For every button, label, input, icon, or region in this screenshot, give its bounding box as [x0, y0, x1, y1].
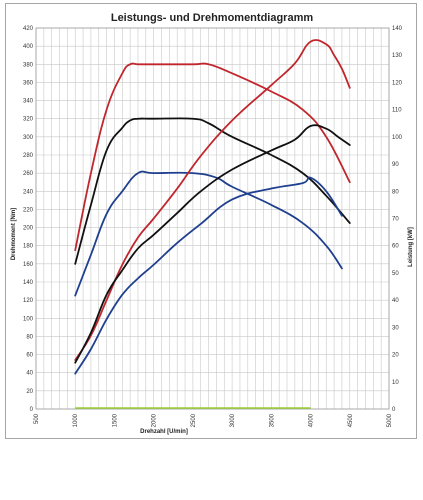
y2-tick-label: 50	[392, 271, 399, 277]
y-tick-label: 200	[23, 226, 34, 232]
chart-frame: Leistungs- und Drehmomentdiagramm 500 100…	[5, 3, 417, 439]
y-tick-label: 340	[23, 99, 34, 105]
y2-tick-label: 110	[392, 108, 402, 114]
y-tick-label: 260	[23, 171, 34, 177]
x-tick-label: 2000	[152, 413, 158, 427]
chart-svg: Leistungs- und Drehmomentdiagramm 500 100…	[11, 12, 414, 435]
y-tick-label: 180	[23, 244, 34, 250]
y2-tick-label: 80	[392, 189, 399, 195]
y-tick-label: 100	[23, 316, 34, 322]
series-line-power-red	[74, 39, 351, 361]
series-line-torque-blue	[74, 170, 343, 297]
series-line-torque-black	[74, 117, 351, 265]
y-tick-label: 380	[23, 62, 34, 68]
y2-tick-label: 90	[392, 162, 399, 168]
series-line-power-blue	[74, 176, 343, 375]
y2-tick-label: 10	[392, 380, 399, 386]
y-tick-label: 220	[23, 207, 34, 213]
y2-tick-label: 130	[392, 53, 403, 59]
y2-tick-label: 40	[392, 298, 399, 304]
y2-tick-label: 30	[392, 325, 399, 331]
y-tick-label: 160	[23, 262, 34, 268]
y2-tick-label: 120	[392, 80, 403, 86]
x-tick-label: 500	[34, 413, 40, 424]
x-tick-label: 1500	[112, 413, 118, 427]
x-tick-label: 4500	[348, 413, 354, 427]
x-tick-label: 5000	[387, 413, 393, 427]
series-line-torque-red	[74, 62, 351, 252]
y-tick-label: 280	[23, 153, 34, 159]
series-line-power-black	[74, 124, 351, 364]
y2-axis-label: Leistung [kW]	[408, 227, 414, 267]
y-tick-label: 0	[30, 407, 34, 413]
y2-tick-label: 0	[392, 407, 396, 413]
y-tick-label: 240	[23, 189, 34, 195]
x-tick-label: 3000	[230, 413, 236, 427]
x-tick-label: 3500	[269, 413, 275, 427]
y2-tick-label: 60	[392, 244, 399, 250]
y-tick-label: 60	[26, 353, 33, 359]
x-axis-label: Drehzahl [U/min]	[140, 429, 188, 435]
y2-tick-label: 20	[392, 353, 399, 359]
series-layer	[74, 39, 351, 409]
y-tick-label: 120	[23, 298, 34, 304]
y-tick-label: 40	[26, 371, 33, 377]
tick-layer: 500 1000 1500 2000 2500 3000 3500 4000 4500 50000…	[23, 26, 403, 427]
y2-tick-label: 140	[392, 26, 403, 32]
y-axis-label: Drehmoment [Nm]	[11, 208, 17, 260]
plot-area-border	[35, 27, 390, 410]
y-tick-label: 80	[26, 334, 33, 340]
y-tick-label: 400	[23, 44, 34, 50]
y2-tick-label: 100	[392, 135, 403, 141]
y-tick-label: 140	[23, 280, 34, 286]
y-tick-label: 360	[23, 80, 34, 86]
y-tick-label: 20	[26, 389, 33, 395]
y-tick-label: 300	[23, 135, 34, 141]
x-tick-label: 2500	[191, 413, 197, 427]
y-tick-label: 320	[23, 117, 34, 123]
x-tick-label: 1000	[73, 413, 79, 427]
y-tick-label: 420	[23, 26, 34, 32]
chart-title: Leistungs- und Drehmomentdiagramm	[111, 12, 314, 24]
x-tick-label: 4000	[309, 413, 315, 427]
y2-tick-label: 70	[392, 217, 399, 223]
